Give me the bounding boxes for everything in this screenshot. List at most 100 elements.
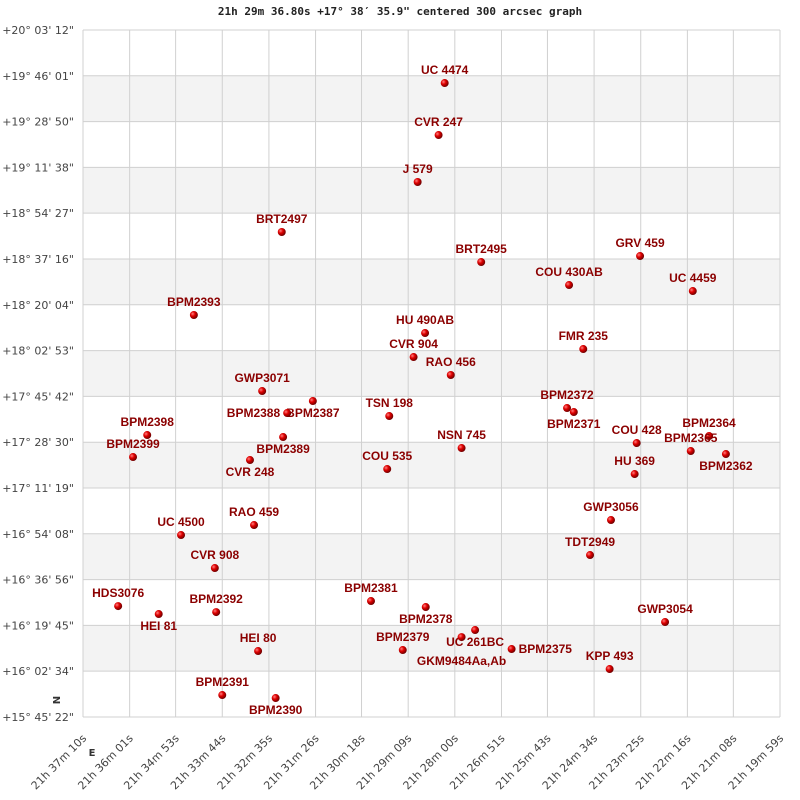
star-point[interactable] — [366, 597, 375, 606]
star-marker[interactable]: BPM2399 — [106, 437, 160, 462]
star-point[interactable] — [308, 397, 317, 406]
star-point[interactable] — [189, 311, 198, 320]
star-point[interactable] — [409, 353, 418, 362]
star-marker[interactable]: COU 535 — [362, 449, 413, 474]
star-point[interactable] — [507, 645, 516, 654]
star-point[interactable] — [212, 608, 221, 617]
star-point[interactable] — [579, 345, 588, 354]
star-point[interactable] — [210, 564, 219, 573]
star-marker[interactable]: NSN 745 — [437, 428, 486, 453]
star-marker[interactable]: HDS3076 — [92, 586, 144, 611]
star-point[interactable] — [477, 258, 486, 267]
y-tick-label: +16° 54' 08" — [2, 528, 74, 541]
star-marker[interactable]: GWP3071 — [234, 371, 290, 396]
star-marker[interactable]: GKM9484Aa,Ab — [417, 633, 506, 668]
star-marker[interactable]: BPM2365 — [664, 431, 718, 456]
star-marker[interactable]: BPM2379 — [376, 630, 430, 655]
star-marker[interactable]: J 579 — [403, 162, 433, 187]
star-marker[interactable]: HEI 81 — [140, 610, 177, 633]
star-marker[interactable]: BPM2378 — [399, 603, 453, 626]
star-point[interactable] — [563, 404, 572, 413]
star-marker[interactable]: BPM2388 — [227, 406, 292, 420]
star-marker[interactable]: GWP3056 — [583, 500, 639, 525]
star-point[interactable] — [385, 412, 394, 421]
star-marker[interactable]: UC 4474 — [421, 63, 469, 88]
star-point[interactable] — [398, 646, 407, 655]
star-marker[interactable]: UC 4500 — [157, 515, 205, 540]
star-marker[interactable]: BRT2497 — [256, 212, 308, 237]
star-point[interactable] — [254, 647, 263, 656]
star-point[interactable] — [605, 665, 614, 674]
star-marker[interactable]: BPM2387 — [286, 397, 340, 420]
star-marker[interactable]: COU 430AB — [535, 265, 603, 290]
star-point[interactable] — [245, 456, 254, 465]
star-marker[interactable]: FMR 235 — [559, 329, 609, 354]
star-marker[interactable]: UC 4459 — [669, 271, 717, 296]
star-marker[interactable]: HU 490AB — [396, 313, 454, 338]
star-marker[interactable]: BPM2381 — [344, 581, 398, 606]
star-point[interactable] — [434, 131, 443, 140]
star-point[interactable] — [279, 433, 288, 442]
star-point[interactable] — [457, 444, 466, 453]
star-point[interactable] — [421, 329, 430, 338]
star-point[interactable] — [383, 465, 392, 474]
star-marker[interactable]: RAO 456 — [426, 355, 476, 380]
star-marker[interactable]: CVR 247 — [414, 115, 463, 140]
star-label: TDT2949 — [565, 535, 615, 549]
star-point[interactable] — [271, 694, 280, 703]
star-marker[interactable]: BPM2364 — [682, 416, 736, 441]
star-marker[interactable]: BPM2371 — [547, 408, 601, 431]
star-point[interactable] — [250, 521, 259, 530]
star-label: BPM2392 — [189, 592, 243, 606]
star-point[interactable] — [258, 387, 267, 396]
star-marker[interactable]: BPM2390 — [249, 694, 303, 717]
star-marker[interactable]: BPM2362 — [699, 450, 753, 473]
star-marker[interactable]: HEI 80 — [240, 631, 277, 656]
star-marker[interactable]: TSN 198 — [366, 396, 414, 421]
star-marker[interactable]: BPM2392 — [189, 592, 243, 617]
star-point[interactable] — [632, 439, 641, 448]
star-marker[interactable]: BRT2495 — [456, 242, 508, 267]
star-marker[interactable]: KPP 493 — [586, 649, 634, 674]
star-marker[interactable]: BPM2372 — [540, 388, 594, 413]
star-point[interactable] — [114, 602, 123, 611]
star-marker[interactable]: GWP3054 — [637, 602, 693, 627]
star-marker[interactable]: BPM2391 — [196, 675, 250, 700]
star-point[interactable] — [565, 281, 574, 290]
star-point[interactable] — [413, 178, 422, 187]
star-point[interactable] — [636, 252, 645, 261]
star-marker[interactable]: HU 369 — [614, 454, 655, 479]
star-point[interactable] — [721, 450, 730, 459]
star-point[interactable] — [471, 626, 480, 635]
star-marker[interactable]: BPM2389 — [256, 433, 310, 456]
star-point[interactable] — [177, 531, 186, 540]
star-point[interactable] — [154, 610, 163, 619]
star-marker[interactable]: CVR 908 — [190, 548, 239, 573]
star-marker[interactable]: CVR 904 — [389, 337, 438, 362]
star-point[interactable] — [688, 287, 697, 296]
star-marker[interactable]: BPM2393 — [167, 295, 221, 320]
star-point[interactable] — [143, 431, 152, 440]
star-point[interactable] — [129, 453, 138, 462]
star-marker[interactable]: GRV 459 — [615, 236, 665, 261]
star-point[interactable] — [283, 409, 292, 418]
star-marker[interactable]: TDT2949 — [565, 535, 615, 560]
star-point[interactable] — [606, 516, 615, 525]
star-point[interactable] — [630, 470, 639, 479]
star-point[interactable] — [440, 79, 449, 88]
star-point[interactable] — [421, 603, 430, 612]
star-point[interactable] — [277, 228, 286, 237]
star-point[interactable] — [218, 691, 227, 700]
star-point[interactable] — [705, 432, 714, 441]
star-point[interactable] — [446, 371, 455, 380]
star-point[interactable] — [457, 633, 466, 642]
star-point[interactable] — [686, 447, 695, 456]
star-marker[interactable]: BPM2375 — [507, 642, 573, 656]
star-point[interactable] — [569, 408, 578, 417]
star-point[interactable] — [586, 551, 595, 560]
star-marker[interactable]: BPM2398 — [121, 415, 175, 440]
star-marker[interactable]: CVR 248 — [226, 456, 275, 479]
star-marker[interactable]: COU 428 — [612, 423, 662, 448]
star-point[interactable] — [661, 618, 670, 627]
star-marker[interactable]: RAO 459 — [229, 505, 279, 530]
